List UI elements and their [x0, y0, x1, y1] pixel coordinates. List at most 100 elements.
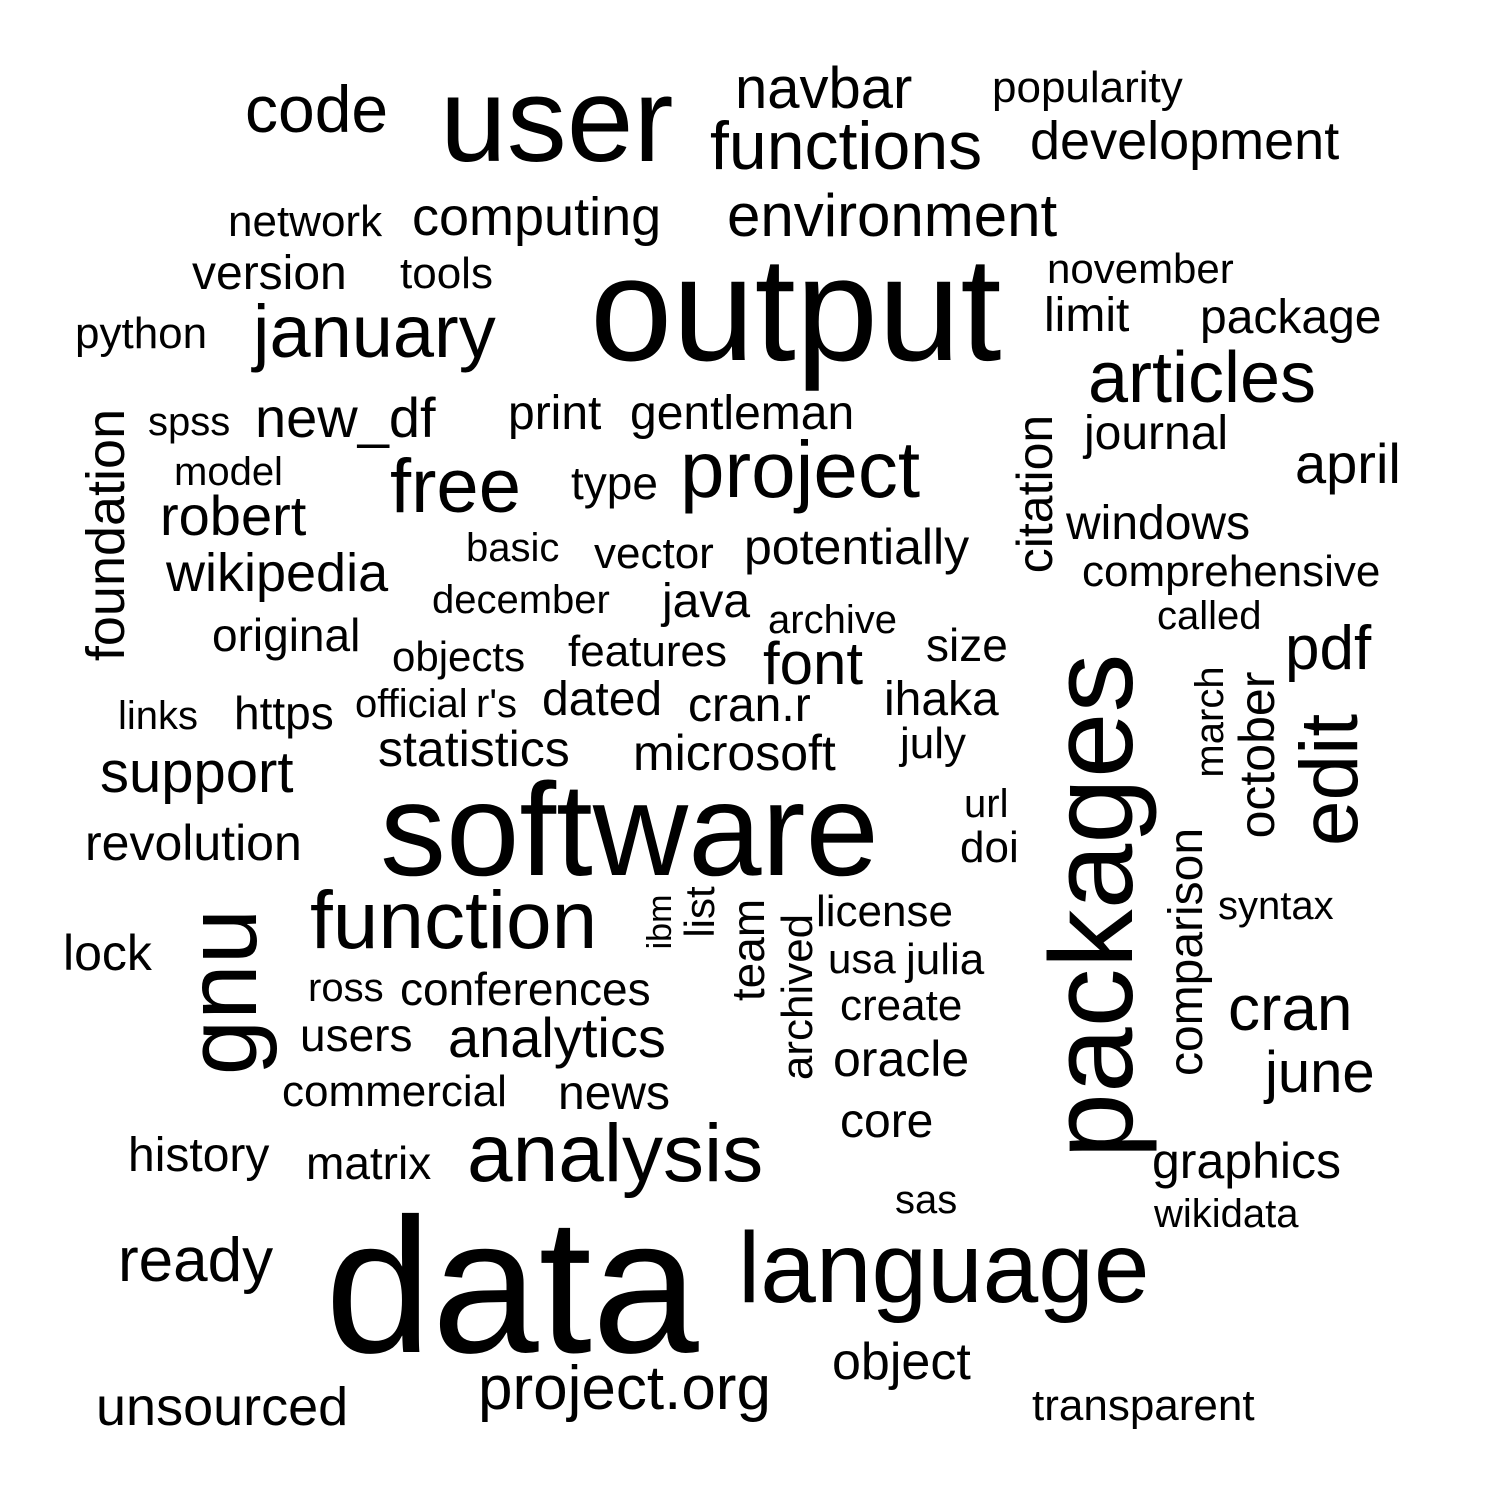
- word-print: print: [508, 387, 602, 440]
- word-python: python: [75, 309, 208, 358]
- word-official: official: [355, 682, 468, 726]
- word-function: function: [310, 875, 598, 966]
- word-ross: ross: [308, 966, 384, 1010]
- word-popularity: popularity: [992, 63, 1183, 112]
- word-comprehensive: comprehensive: [1082, 547, 1381, 596]
- word-julia: julia: [906, 935, 985, 984]
- word-june: june: [1265, 1040, 1375, 1105]
- word-basic: basic: [466, 526, 560, 570]
- word-microsoft: microsoft: [633, 725, 836, 781]
- word-tools: tools: [400, 249, 493, 298]
- word-development: development: [1030, 111, 1340, 171]
- word-unsourced: unsourced: [96, 1377, 349, 1437]
- word-support: support: [100, 740, 294, 805]
- word-project-org: project.org: [478, 1354, 771, 1423]
- word-analytics: analytics: [448, 1006, 666, 1069]
- word-archive: archive: [768, 598, 897, 642]
- word-news: news: [558, 1067, 671, 1120]
- word-robert: robert: [160, 484, 307, 547]
- word-wikipedia: wikipedia: [166, 543, 389, 603]
- word-cran: cran: [1228, 972, 1353, 1044]
- word-objects: objects: [392, 633, 526, 680]
- word-list: list: [676, 886, 723, 938]
- word-size: size: [926, 619, 1008, 671]
- word-dated: dated: [542, 673, 663, 726]
- word-usa: usa: [828, 935, 896, 982]
- word-foundation: foundation: [76, 408, 136, 662]
- word-revolution: revolution: [85, 815, 302, 871]
- word-windows: windows: [1066, 497, 1251, 550]
- word-create: create: [840, 981, 963, 1030]
- word-archived: archived: [773, 913, 822, 1081]
- word-core: core: [840, 1095, 934, 1148]
- word-syntax: syntax: [1218, 884, 1334, 928]
- word-vector: vector: [594, 529, 714, 578]
- word-statistics: statistics: [378, 721, 570, 777]
- word-journal: journal: [1084, 407, 1229, 460]
- word-original: original: [212, 609, 361, 661]
- word-april: april: [1295, 432, 1401, 495]
- word-november: november: [1047, 245, 1234, 292]
- word-navbar: navbar: [735, 56, 913, 121]
- word-license: license: [816, 887, 953, 936]
- word-march: march: [1188, 666, 1232, 778]
- word-commercial: commercial: [282, 1067, 507, 1116]
- word-package: package: [1200, 291, 1382, 344]
- word-object: object: [832, 1333, 971, 1391]
- word-functions: functions: [710, 108, 983, 184]
- word-cran-r: cran.r: [688, 679, 811, 732]
- word-gentleman: gentleman: [630, 387, 855, 440]
- word-software: software: [380, 756, 879, 903]
- word-edit: edit: [1284, 713, 1375, 847]
- word-wikidata: wikidata: [1154, 1192, 1299, 1236]
- word-version: version: [192, 247, 347, 300]
- word-ibm: ibm: [641, 894, 679, 950]
- word-code: code: [245, 72, 389, 146]
- word-font: font: [763, 630, 864, 697]
- word-sas: sas: [895, 1178, 958, 1222]
- word-spss: spss: [148, 400, 231, 444]
- word-graphics: graphics: [1152, 1133, 1341, 1189]
- word-new-df: new_df: [255, 386, 436, 449]
- word-potentially: potentially: [744, 519, 970, 575]
- word-pdf: pdf: [1285, 614, 1372, 683]
- word-doi: doi: [960, 823, 1019, 872]
- word-https: https: [234, 687, 334, 739]
- word-lock: lock: [63, 925, 152, 981]
- word-language: language: [738, 1212, 1150, 1324]
- word-free: free: [390, 444, 521, 529]
- word-analysis: analysis: [467, 1108, 764, 1199]
- word-articles: articles: [1088, 338, 1317, 418]
- word-comparison: comparison: [1160, 827, 1213, 1077]
- word-citation: citation: [1007, 414, 1063, 574]
- word-january: january: [253, 290, 496, 373]
- word-oracle: oracle: [833, 1031, 970, 1087]
- word-url: url: [964, 782, 1009, 826]
- word-matrix: matrix: [306, 1137, 432, 1189]
- word-project: project: [680, 425, 921, 514]
- word-model: model: [174, 450, 283, 494]
- word-ready: ready: [118, 1226, 274, 1295]
- word-history: history: [128, 1129, 270, 1182]
- word-output: output: [590, 227, 1002, 392]
- word-ihaka: ihaka: [884, 673, 999, 726]
- word-called: called: [1157, 594, 1262, 638]
- word-users: users: [300, 1009, 413, 1061]
- word-packages: packages: [1026, 653, 1158, 1159]
- word-gnu: gnu: [166, 908, 278, 1076]
- word-transparent: transparent: [1032, 1381, 1255, 1430]
- word-data: data: [325, 1178, 699, 1393]
- word-team: team: [722, 898, 774, 1002]
- word-conferences: conferences: [400, 963, 651, 1015]
- word-java: java: [662, 575, 751, 628]
- word-computing: computing: [412, 187, 662, 247]
- word-r-s: r's: [476, 682, 517, 726]
- word-network: network: [228, 197, 383, 246]
- word-features: features: [568, 627, 727, 676]
- word-environment: environment: [727, 182, 1058, 249]
- word-limit: limit: [1044, 289, 1130, 342]
- word-links: links: [118, 694, 199, 738]
- word-october: october: [1229, 671, 1285, 839]
- word-type: type: [571, 457, 658, 509]
